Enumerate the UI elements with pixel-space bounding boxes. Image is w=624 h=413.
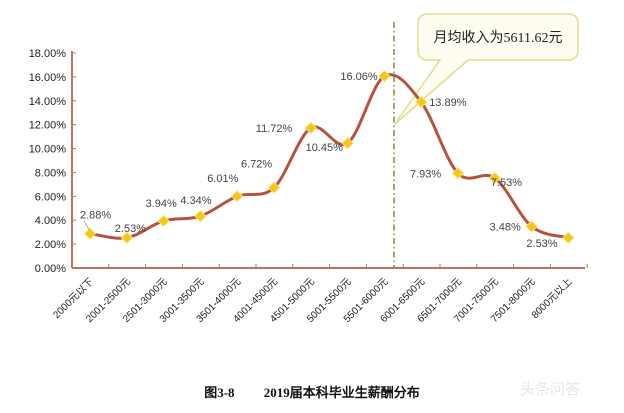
figure-number: 图3-8 — [204, 385, 235, 400]
data-label: 2.53% — [526, 238, 557, 250]
y-tick-label: 10.00% — [29, 144, 67, 156]
data-label: 13.89% — [429, 97, 467, 109]
data-label: 6.01% — [207, 173, 238, 185]
mean-income-callout: 月均收入为5611.62元 — [394, 13, 579, 125]
data-label: 10.45% — [306, 142, 344, 154]
data-point-marker — [341, 136, 354, 150]
y-axis: 0.00% 2.00% 4.00% 6.00% 8.00% 10.00% 12.00% 14.… — [29, 48, 76, 275]
y-tick-label: 12.00% — [29, 120, 67, 132]
data-label: 7.53% — [491, 177, 522, 189]
data-label: 6.72% — [241, 159, 272, 171]
y-tick-label: 18.00% — [29, 48, 67, 60]
data-label: 3.94% — [146, 198, 177, 210]
x-axis: 2000元以下2001-2500元2501-3000元3001-3500元350… — [51, 264, 588, 325]
y-tick-label: 4.00% — [35, 215, 66, 227]
data-label: 16.06% — [340, 71, 378, 83]
data-label: 7.93% — [410, 168, 441, 180]
watermark: 头条问答 — [520, 380, 581, 398]
data-labels: 2.88% 2.53% 3.94% 4.34% 6.01%6.72% 11.72% 10.4… — [80, 71, 558, 250]
figure-title: 2019届本科毕业生薪酬分布 — [263, 385, 420, 400]
data-label: 11.72% — [256, 123, 293, 135]
data-point-marker — [157, 214, 170, 228]
y-tick-label: 2.00% — [35, 239, 66, 251]
data-point-marker — [120, 231, 134, 244]
y-tick-label: 6.00% — [35, 191, 66, 203]
y-tick-label: 14.00% — [29, 96, 67, 108]
data-point-marker — [304, 121, 318, 135]
y-tick-label: 0.00% — [35, 263, 66, 275]
data-point-marker — [525, 220, 538, 233]
salary-series-line — [89, 73, 569, 240]
data-label: 2.53% — [115, 223, 146, 235]
data-label: 4.34% — [180, 195, 211, 207]
data-point-marker — [451, 167, 465, 180]
data-point-marker — [83, 227, 97, 240]
data-point-marker — [267, 181, 281, 194]
y-tick-label: 16.00% — [29, 72, 67, 84]
data-point-marker — [488, 171, 502, 185]
data-point-marker — [562, 231, 575, 244]
data-point-markers — [83, 69, 575, 244]
data-point-marker — [194, 209, 207, 223]
data-label: 3.48% — [490, 221, 521, 233]
figure-caption: 图3-8 2019届本科毕业生薪酬分布 — [0, 382, 624, 401]
data-point-marker — [378, 69, 391, 83]
data-point-marker — [230, 190, 244, 203]
data-point-marker — [414, 95, 428, 109]
data-label: 2.88% — [80, 210, 111, 222]
callout-text: 月均收入为5611.62元 — [434, 30, 563, 46]
y-tick-label: 8.00% — [35, 167, 66, 179]
